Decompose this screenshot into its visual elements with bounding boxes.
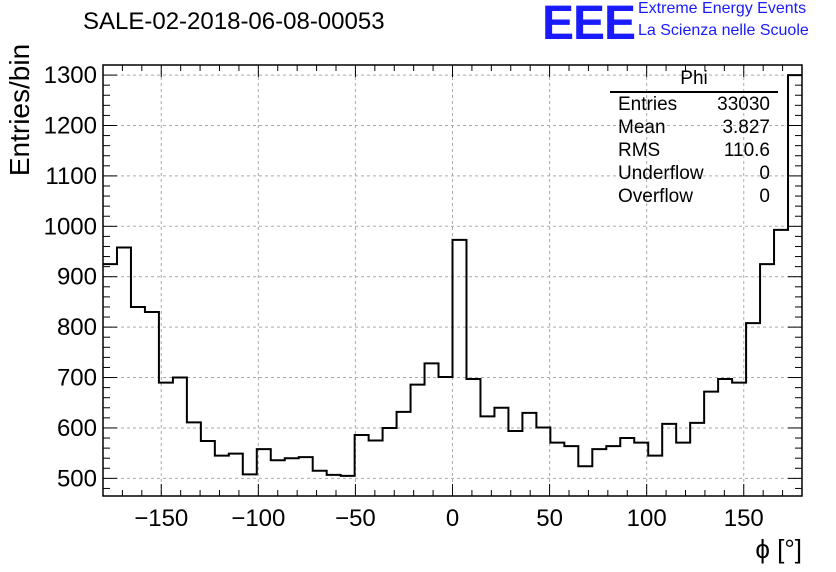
y-tick-label: 1200 (44, 112, 97, 139)
y-tick-label: 800 (57, 314, 97, 341)
stats-label: Overflow (618, 186, 693, 207)
stats-value: 0 (759, 186, 770, 207)
stats-label: RMS (618, 140, 661, 161)
chart-title: SALE-02-2018-06-08-00053 (83, 8, 385, 35)
x-tick-label: −100 (231, 505, 285, 532)
logo-line-1: Extreme Energy Events (638, 0, 807, 17)
stats-value: 3.827 (722, 117, 770, 138)
x-tick-label: 50 (536, 505, 563, 532)
stats-title: Phi (610, 68, 778, 93)
stats-label: Underflow (618, 163, 704, 184)
stats-row-underflow: Underflow 0 (610, 162, 778, 185)
x-axis-label: ϕ [°] (755, 534, 802, 564)
x-tick-label: 100 (627, 505, 667, 532)
logo-line-2: La Scienza nelle Scuole (638, 22, 809, 39)
stats-row-mean: Mean 3.827 (610, 116, 778, 139)
y-tick-label: 1000 (44, 213, 97, 240)
x-tick-label: −150 (134, 505, 188, 532)
stats-value: 33030 (717, 94, 770, 115)
y-tick-label: 700 (57, 365, 97, 392)
stats-row-rms: RMS 110.6 (610, 139, 778, 162)
y-tick-label: 900 (57, 264, 97, 291)
stats-value: 0 (759, 163, 770, 184)
stats-value: 110.6 (723, 140, 770, 161)
y-axis-label: Entries/bin (4, 43, 35, 177)
y-tick-label: 1100 (45, 163, 97, 190)
stats-box: Phi Entries 33030 Mean 3.827 RMS 110.6 U… (610, 68, 778, 208)
stats-row-entries: Entries 33030 (610, 93, 778, 116)
y-tick-label: 1300 (44, 62, 97, 89)
histogram-series-line (103, 74, 802, 477)
stats-label: Entries (618, 94, 678, 115)
stats-row-overflow: Overflow 0 (610, 185, 778, 208)
x-tick-label: 0 (446, 505, 459, 532)
y-tick-label: 500 (57, 465, 97, 492)
eee-logo: EEE (542, 0, 636, 50)
stats-label: Mean (618, 117, 666, 138)
x-tick-label: 150 (724, 505, 764, 532)
x-tick-label: −50 (335, 505, 376, 532)
y-tick-label: 600 (57, 415, 97, 442)
